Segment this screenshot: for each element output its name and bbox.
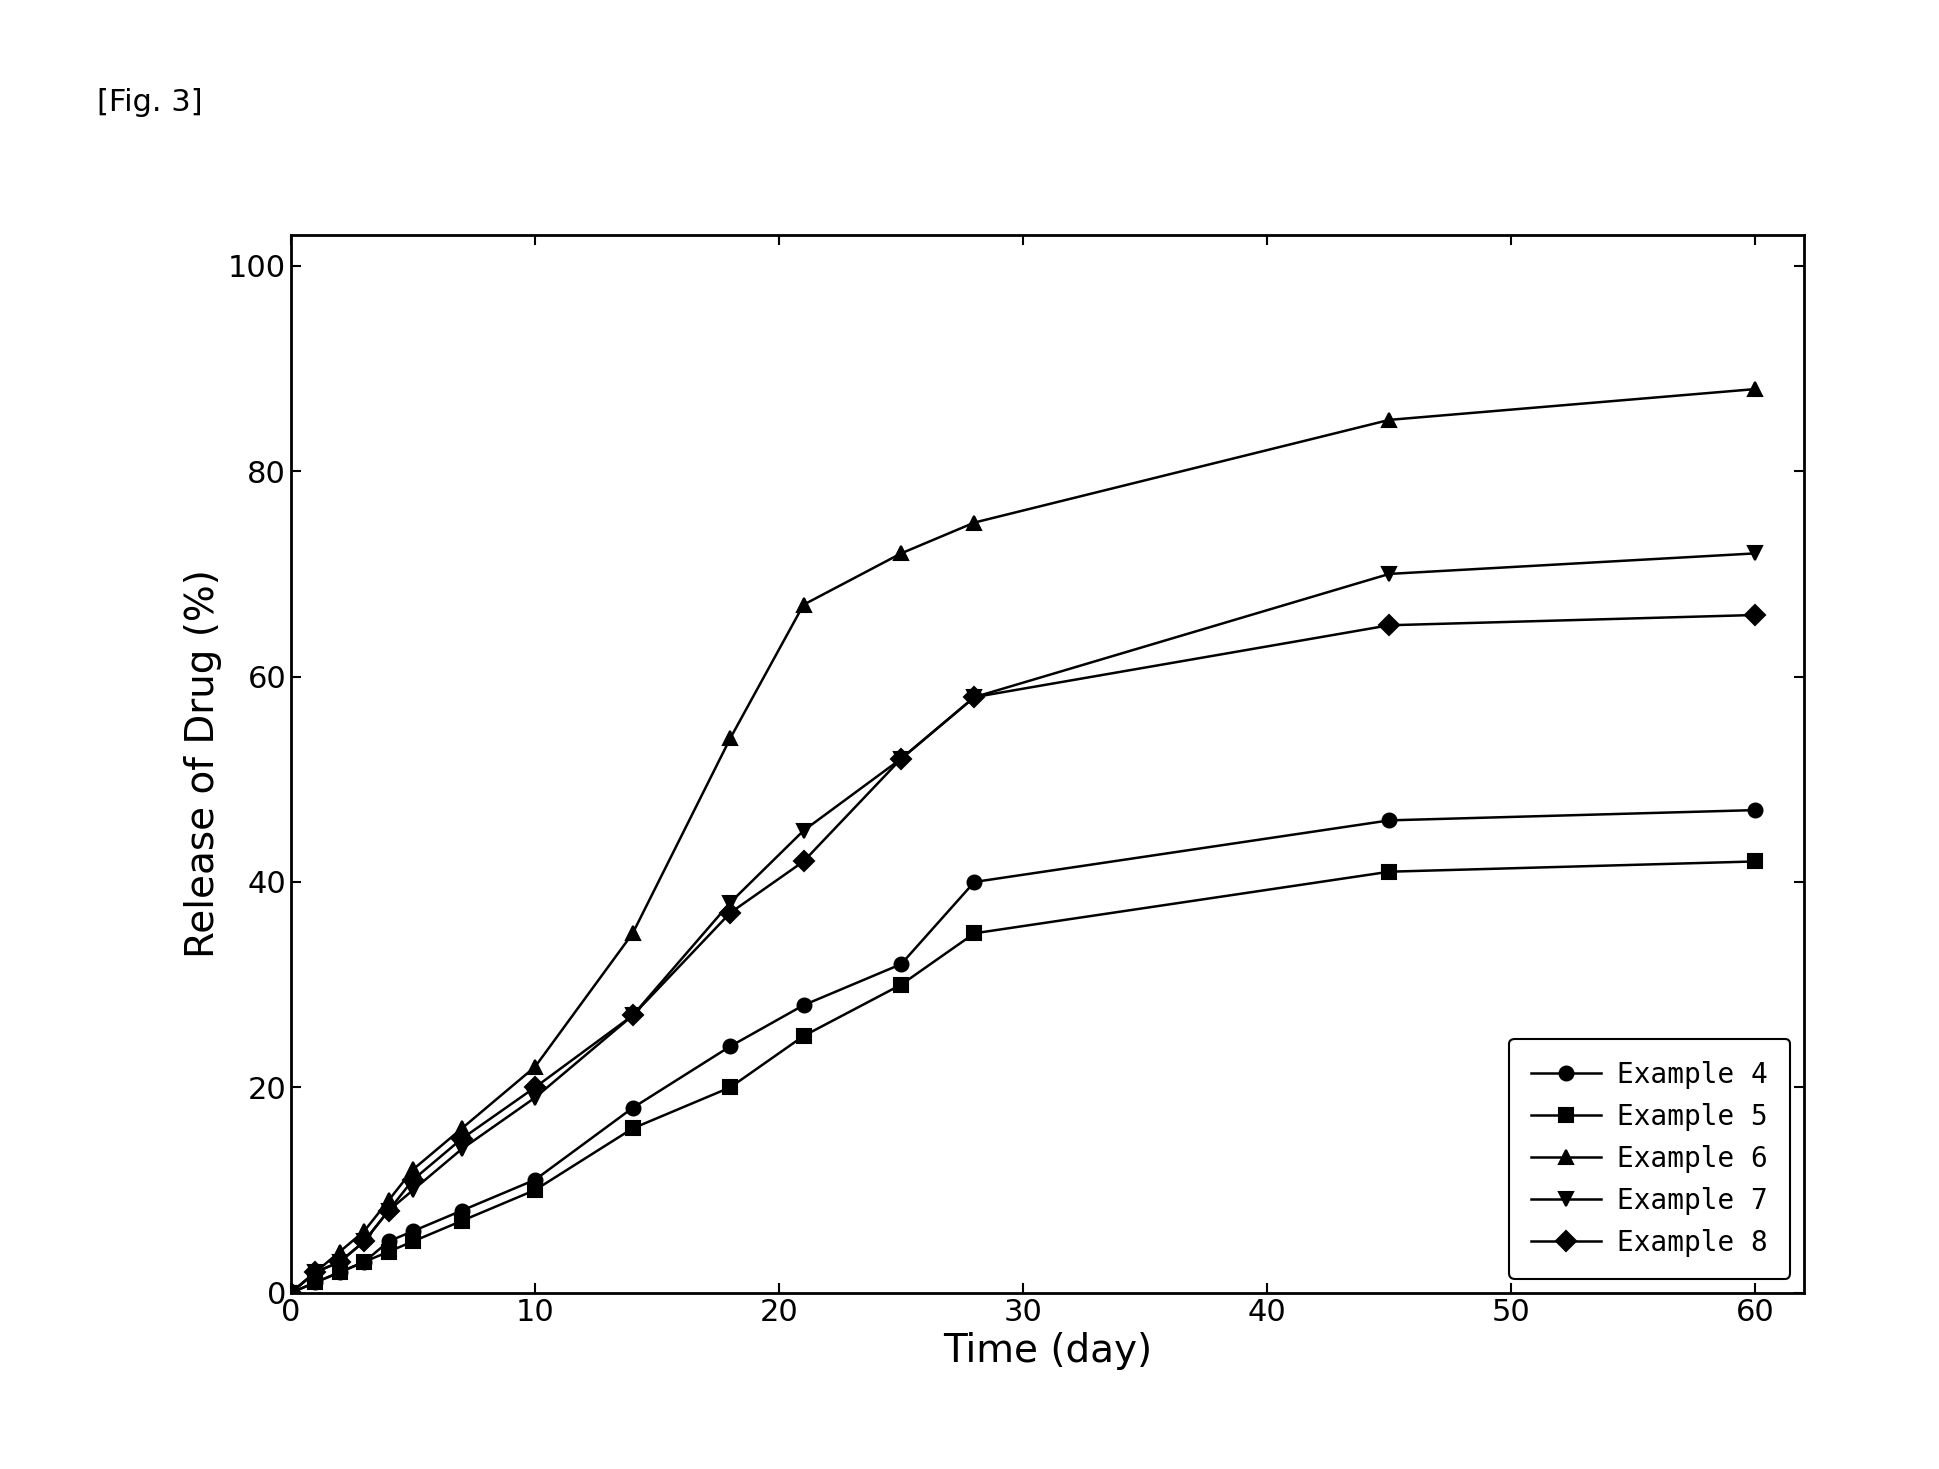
Example 5 [328,1263,351,1281]
Example 7 [524,1089,547,1106]
Example 6 [304,1263,328,1281]
Example 5 [450,1212,473,1230]
Example 7 [620,1006,644,1024]
Example 7 [353,1232,376,1250]
Example 6 [279,1284,302,1302]
Example 4 [717,1037,741,1055]
Example 4 [524,1171,547,1188]
Example 8 [376,1202,399,1219]
Example 6 [791,596,814,614]
Example 4 [1743,801,1766,818]
Example 7 [401,1181,425,1199]
Example 7 [1377,566,1400,583]
Example 6 [376,1191,399,1209]
Example 8 [620,1006,644,1024]
Example 6 [353,1222,376,1240]
Example 7 [1743,545,1766,563]
Example 4 [890,955,913,972]
Example 7 [279,1284,302,1302]
Example 8 [353,1232,376,1250]
Legend: Example 4, Example 5, Example 6, Example 7, Example 8: Example 4, Example 5, Example 6, Example… [1509,1039,1790,1279]
Example 6 [890,545,913,563]
Example 7 [962,689,985,707]
Example 4 [376,1232,399,1250]
Line: Example 7: Example 7 [283,546,1761,1300]
Example 5 [401,1232,425,1250]
Example 5 [620,1119,644,1137]
Example 5 [791,1027,814,1044]
Example 7 [328,1253,351,1271]
Example 6 [962,514,985,532]
Example 5 [279,1284,302,1302]
Text: [Fig. 3]: [Fig. 3] [97,88,202,118]
Example 6 [450,1119,473,1137]
Y-axis label: Release of Drug (%): Release of Drug (%) [184,570,223,958]
Example 8 [524,1078,547,1096]
Example 8 [304,1263,328,1281]
Example 6 [1743,380,1766,398]
Example 5 [962,924,985,942]
Example 7 [717,893,741,911]
Example 4 [450,1202,473,1219]
Example 5 [890,975,913,993]
Example 4 [1377,811,1400,829]
Example 7 [304,1263,328,1281]
Example 5 [524,1181,547,1199]
Example 4 [962,873,985,890]
Line: Example 8: Example 8 [283,608,1761,1300]
Example 6 [717,730,741,748]
Example 5 [304,1274,328,1291]
Example 6 [524,1058,547,1075]
Example 8 [717,903,741,921]
Example 6 [401,1161,425,1178]
Example 7 [791,821,814,839]
Example 5 [1743,852,1766,870]
Example 8 [328,1253,351,1271]
Example 4 [353,1253,376,1271]
Example 8 [1743,607,1766,624]
Example 4 [279,1284,302,1302]
Example 5 [376,1243,399,1260]
Example 6 [1377,411,1400,429]
Example 8 [962,689,985,707]
Example 4 [401,1222,425,1240]
Example 8 [1377,617,1400,635]
Example 5 [353,1253,376,1271]
Example 8 [401,1171,425,1188]
Example 8 [890,751,913,768]
Example 5 [717,1078,741,1096]
Example 7 [890,751,913,768]
Example 4 [791,996,814,1014]
Example 4 [304,1274,328,1291]
Example 4 [328,1263,351,1281]
Example 4 [620,1099,644,1116]
Example 6 [620,924,644,942]
Line: Example 5: Example 5 [283,855,1761,1300]
Example 7 [376,1202,399,1219]
Example 8 [791,852,814,870]
Example 5 [1377,862,1400,880]
Line: Example 6: Example 6 [283,382,1761,1300]
Example 8 [450,1130,473,1147]
Example 8 [279,1284,302,1302]
X-axis label: Time (day): Time (day) [942,1332,1152,1371]
Line: Example 4: Example 4 [283,804,1761,1300]
Example 6 [328,1243,351,1260]
Example 7 [450,1140,473,1158]
